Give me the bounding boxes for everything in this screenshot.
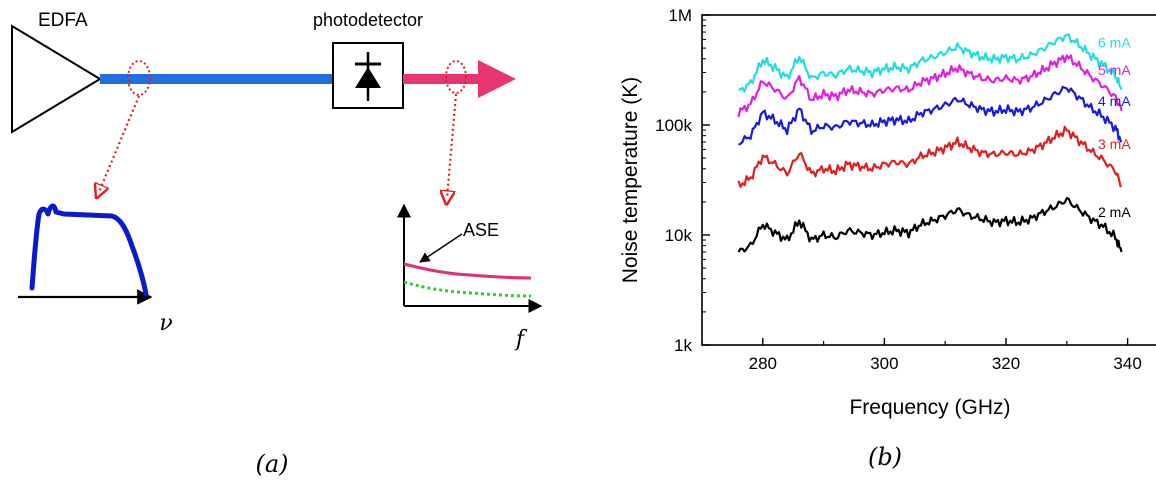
series-label: 3 mA — [1098, 136, 1131, 152]
series-line-6-ma — [738, 33, 1123, 93]
rf-probe-ellipse — [445, 60, 467, 94]
rf-output-arrowhead — [478, 60, 516, 98]
series-label: 6 mA — [1098, 35, 1131, 51]
y-axis-label: Noise temperature (K) — [619, 77, 642, 284]
panel-b-chart: 280 300 320 340 1k 10k 100k 1M 2 mA 3 mA 4 mA 5 mA… — [619, 6, 1156, 471]
x-axis-label: Frequency (GHz) — [849, 396, 1010, 419]
fiber-probe-ellipse — [127, 60, 151, 96]
series-label: 4 mA — [1098, 93, 1131, 109]
tick-marks — [701, 14, 1129, 346]
ase-label: ASE — [463, 220, 499, 240]
edfa-label: EDFA — [38, 10, 88, 31]
series-line-4-ma — [738, 85, 1123, 146]
x-tick-label: 300 — [870, 354, 898, 373]
series-line-5-ma — [737, 54, 1123, 118]
ase-curve — [403, 262, 532, 280]
series-line-3-ma — [737, 125, 1122, 188]
y-tick-label: 10k — [665, 226, 693, 245]
y-tick-label: 100k — [655, 116, 692, 135]
series-line-2-ma — [737, 197, 1123, 253]
x-tick-label: 320 — [992, 354, 1020, 373]
series-label: 5 mA — [1098, 62, 1131, 78]
panel-b-caption: (b) — [868, 443, 902, 471]
series-lines — [737, 33, 1123, 253]
y-tick-label: 1M — [668, 6, 692, 25]
x-tick-label: 340 — [1113, 354, 1141, 373]
noise-floor-curve — [403, 280, 532, 298]
series-label: 2 mA — [1098, 204, 1131, 220]
panel-a-caption: (a) — [255, 450, 288, 478]
edfa-amplifier-triangle — [11, 24, 102, 134]
plot-area-frame — [701, 14, 1156, 346]
tick-labels: 280 300 320 340 1k 10k 100k 1M — [655, 6, 1142, 373]
optical-spectrum-curve — [29, 203, 149, 297]
rf-probe-arrow — [447, 93, 458, 198]
fiber-probe-arrow — [99, 95, 141, 192]
optical-spectrum-inset: ν — [18, 203, 173, 336]
photodetector-label: photodetector — [313, 10, 423, 30]
x-tick-label: 280 — [749, 354, 777, 373]
photodiode-icon — [355, 52, 381, 101]
optical-frequency-axis-label: ν — [159, 311, 172, 336]
y-tick-label: 1k — [674, 336, 692, 355]
rf-frequency-axis-label: f — [514, 327, 528, 352]
panel-a-diagram: EDFA photodetector ν — [11, 10, 543, 478]
ase-pointer-arrow — [419, 233, 463, 263]
rf-spectrum-inset: ASE f — [397, 203, 543, 352]
series-labels: 2 mA 3 mA 4 mA 5 mA 6 mA — [1098, 35, 1131, 220]
